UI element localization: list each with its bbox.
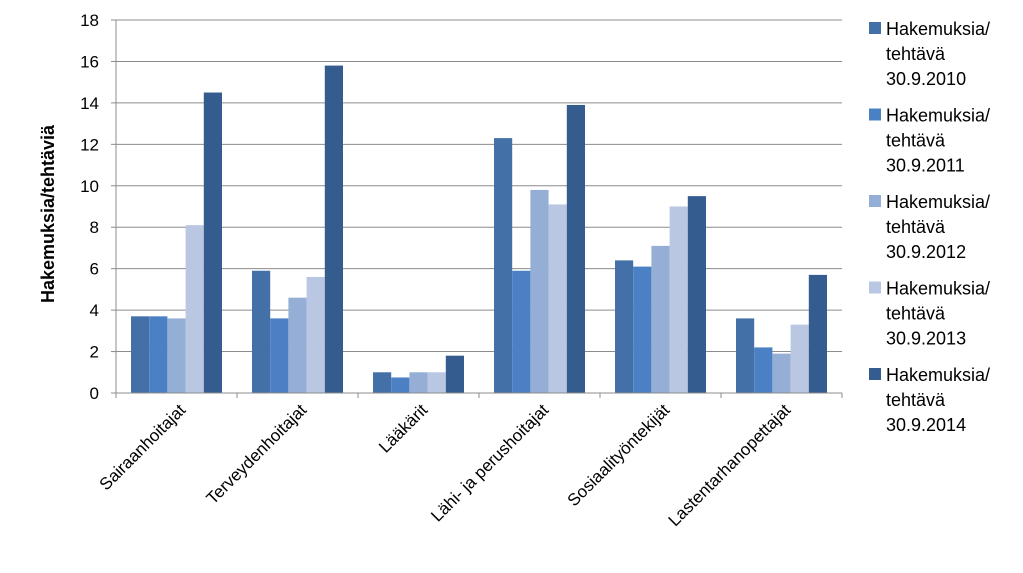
bar: [633, 266, 652, 393]
bar: [494, 138, 513, 393]
legend-label: 30.9.2013: [886, 329, 966, 349]
bar: [512, 270, 531, 393]
bar: [687, 196, 706, 393]
legend-label: tehtävä: [886, 390, 946, 410]
y-tick-label: 18: [80, 11, 99, 30]
y-tick-label: 16: [80, 52, 99, 71]
bar: [651, 245, 670, 393]
y-tick-label: 10: [80, 177, 99, 196]
legend-label: Hakemuksia/: [886, 106, 990, 126]
bar: [615, 260, 634, 393]
y-axis-title: Hakemuksia/tehtäviä: [38, 124, 58, 303]
x-category-label: Terveydenhoitajat: [203, 400, 311, 508]
x-category-label: Lääkärit: [375, 400, 431, 456]
legend-label: 30.9.2012: [886, 242, 966, 262]
legend-swatch: [869, 281, 881, 294]
bar: [306, 276, 325, 393]
bar: [808, 274, 827, 393]
y-tick-label: 12: [80, 135, 99, 154]
bar: [288, 297, 307, 393]
bar: [324, 65, 343, 393]
legend: Hakemuksia/tehtävä 30.9.2010 Hakemuksia/te…: [869, 19, 990, 435]
legend-label: tehtävä: [886, 131, 946, 151]
bar: [736, 318, 755, 393]
bar: [373, 372, 392, 393]
x-category-label: Lastentarhanopettajat: [665, 400, 795, 530]
y-tick-label: 14: [80, 94, 99, 113]
bar: [566, 104, 585, 393]
bar: [548, 204, 567, 393]
bar: [409, 372, 428, 393]
bar: [391, 377, 410, 393]
legend-label: 30.9.2011: [886, 156, 965, 176]
bar: [185, 225, 204, 393]
legend-label: tehtävä: [886, 217, 946, 237]
bar: [772, 353, 791, 393]
legend-label: 30.9.2010: [886, 69, 966, 89]
y-tick-label: 6: [90, 260, 99, 279]
x-category-label: Sosiaalityöntekijät: [564, 400, 674, 510]
legend-swatch: [869, 22, 881, 34]
x-axis-category-labels: Sairaanhoitajat Terveydenhoitajat Lääkärit…: [96, 400, 795, 530]
bar: [270, 318, 289, 393]
y-tick-label: 4: [90, 301, 99, 320]
bar: [669, 206, 688, 393]
legend-label: tehtävä: [886, 44, 946, 64]
legend-label: Hakemuksia/: [886, 365, 990, 385]
legend-label: Hakemuksia/: [886, 192, 990, 212]
y-tick-label: 2: [90, 343, 99, 362]
axes: [111, 19, 843, 398]
bars: [131, 65, 827, 394]
legend-swatch: [869, 108, 881, 121]
bar: [790, 324, 809, 393]
bar: [530, 189, 549, 393]
legend-label: tehtävä: [886, 304, 946, 324]
x-category-label: Lähi- ja perushoitajat: [427, 400, 552, 525]
x-category-label: Sairaanhoitajat: [96, 400, 190, 494]
y-tick-label: 0: [90, 384, 99, 403]
bar: [203, 92, 222, 394]
bar: [445, 355, 464, 393]
legend-swatch: [869, 368, 881, 380]
y-axis-tick-labels: 0 2 4 6 8 10 12 14 16 18: [80, 11, 99, 403]
legend-label: Hakemuksia/: [886, 19, 990, 39]
bar: [252, 270, 271, 393]
bar: [149, 316, 168, 393]
bar: [754, 347, 773, 393]
gridlines: [116, 19, 842, 394]
legend-label: 30.9.2014: [886, 415, 966, 435]
bar: [131, 316, 150, 393]
bar: [427, 372, 446, 393]
y-tick-label: 8: [90, 218, 99, 237]
legend-label: Hakemuksia/: [886, 279, 990, 299]
bar: [167, 318, 186, 393]
legend-swatch: [869, 195, 881, 207]
